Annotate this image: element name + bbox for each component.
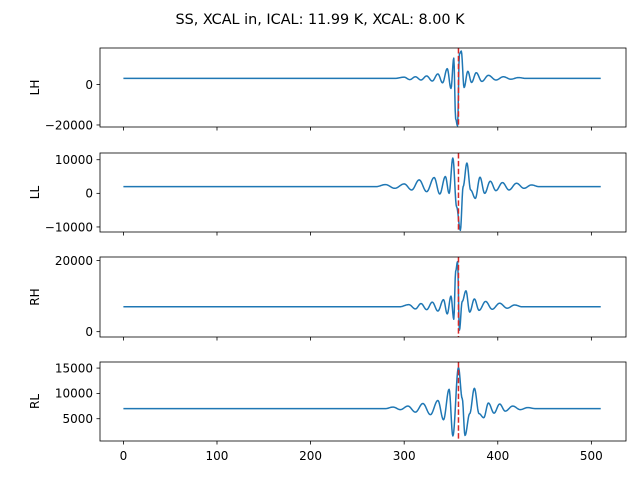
y-tick-label: 0 bbox=[85, 187, 93, 201]
axes-frame bbox=[99, 152, 627, 233]
y-tick-label: 15000 bbox=[55, 361, 93, 375]
chart-title: SS, XCAL in, ICAL: 11.99 K, XCAL: 8.00 K bbox=[175, 12, 465, 28]
y-axis-label: LH bbox=[28, 80, 42, 96]
series-line-rh bbox=[123, 260, 602, 331]
panel-lh: −20000 0 LH bbox=[28, 47, 627, 132]
y-tick-label: 5000 bbox=[62, 412, 93, 426]
x-tick-label: 400 bbox=[486, 449, 509, 463]
y-axis-label: RH bbox=[28, 288, 42, 305]
axes-frame bbox=[99, 47, 627, 128]
axes-frame bbox=[99, 256, 627, 338]
y-axis-label: LL bbox=[28, 186, 42, 200]
panel-rl: 5000 10000 15000 0 100 200 300 400 500 RL bbox=[28, 361, 627, 463]
y-tick-label: 20000 bbox=[55, 254, 93, 268]
x-tick-label: 300 bbox=[393, 449, 416, 463]
y-axis-label: RL bbox=[28, 394, 42, 409]
y-tick-label: 0 bbox=[85, 78, 93, 92]
series-line-rl bbox=[123, 366, 602, 437]
x-tick-label: 200 bbox=[299, 449, 322, 463]
y-tick-label: 0 bbox=[85, 325, 93, 339]
x-tick-label: 500 bbox=[580, 449, 603, 463]
series-line-ll bbox=[123, 157, 602, 232]
y-tick-label: −10000 bbox=[45, 220, 93, 234]
y-tick-label: −20000 bbox=[45, 118, 93, 132]
y-tick-label: 10000 bbox=[55, 153, 93, 167]
x-tick-label: 100 bbox=[206, 449, 229, 463]
series-line-lh bbox=[123, 50, 602, 127]
y-tick-label: 10000 bbox=[55, 387, 93, 401]
panel-rh: 0 20000 RH bbox=[28, 254, 627, 341]
panel-ll: −10000 0 10000 LL bbox=[28, 152, 627, 236]
axes-frame bbox=[99, 361, 627, 442]
x-tick-label: 0 bbox=[120, 449, 128, 463]
